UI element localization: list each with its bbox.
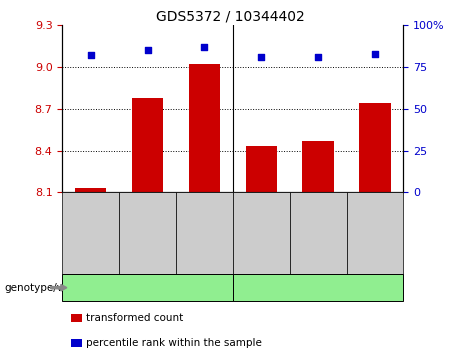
Text: genotype/variation: genotype/variation xyxy=(5,283,104,293)
Bar xyxy=(359,103,390,192)
Bar xyxy=(189,64,220,192)
Point xyxy=(201,44,208,50)
Text: transformed count: transformed count xyxy=(86,313,183,323)
Bar xyxy=(246,147,277,192)
Point xyxy=(258,54,265,60)
Bar xyxy=(302,141,334,192)
Point xyxy=(144,48,151,53)
Text: GSM1113667: GSM1113667 xyxy=(257,203,266,264)
Text: GSM1113668: GSM1113668 xyxy=(313,203,323,264)
Text: GSM1113664: GSM1113664 xyxy=(86,203,95,264)
Point xyxy=(314,54,322,60)
Text: GDS5372 / 10344402: GDS5372 / 10344402 xyxy=(156,9,305,23)
Text: GSM1113669: GSM1113669 xyxy=(371,203,379,264)
Text: p65/relA null: p65/relA null xyxy=(283,283,354,293)
Bar xyxy=(132,98,163,192)
Text: wild type: wild type xyxy=(122,283,173,293)
Text: percentile rank within the sample: percentile rank within the sample xyxy=(86,338,262,348)
Point xyxy=(87,53,95,58)
Text: GSM1113666: GSM1113666 xyxy=(200,203,209,264)
Bar xyxy=(75,188,106,192)
Text: GSM1113665: GSM1113665 xyxy=(143,203,152,264)
Point xyxy=(371,51,378,57)
